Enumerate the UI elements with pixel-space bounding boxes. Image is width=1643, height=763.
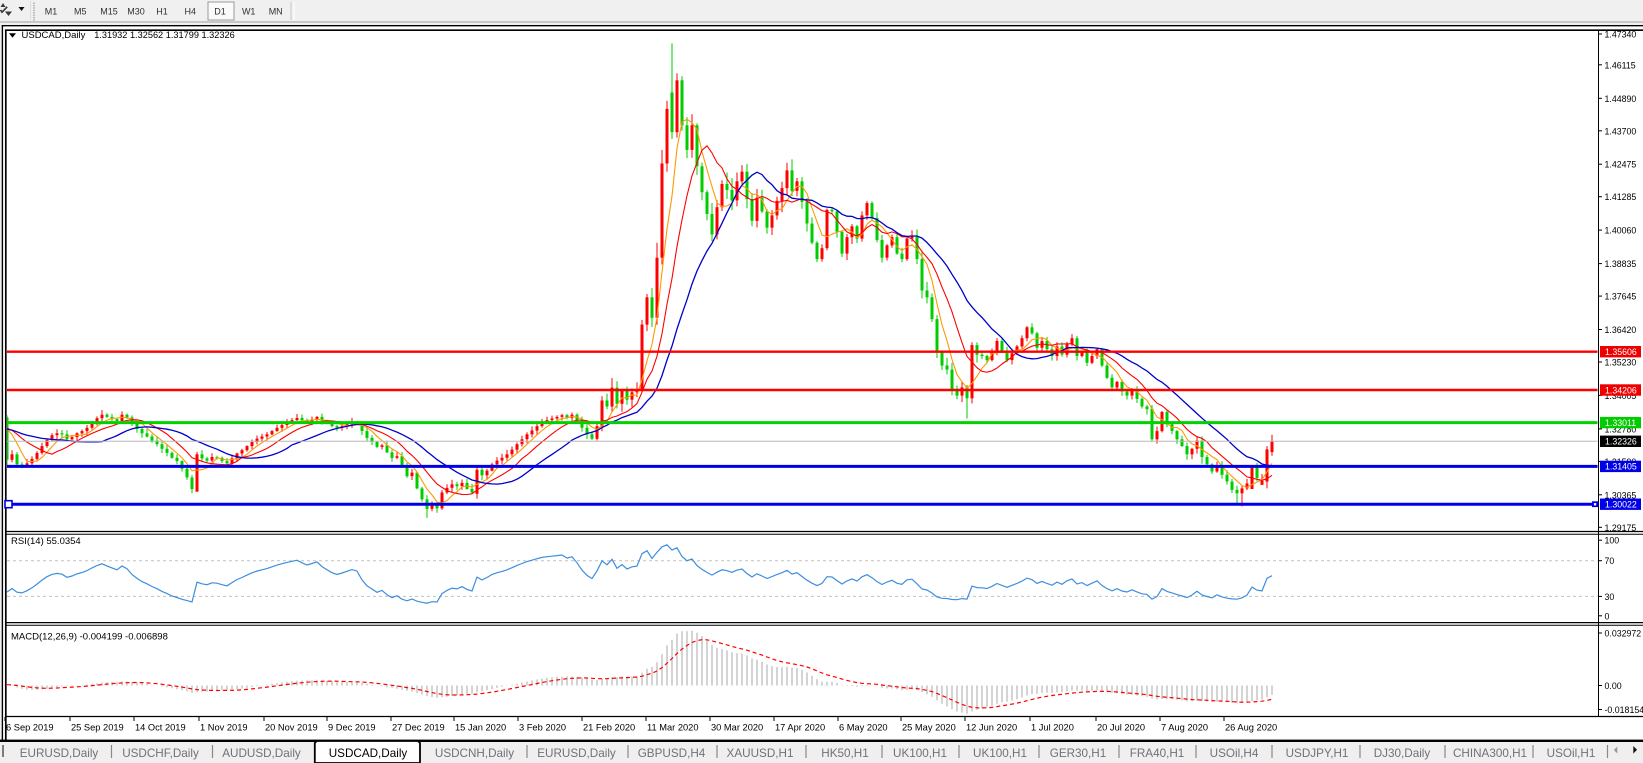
- svg-text:M30: M30: [127, 7, 145, 17]
- svg-text:25 May 2020: 25 May 2020: [902, 723, 956, 733]
- svg-text:EURUSD,Daily: EURUSD,Daily: [537, 747, 616, 760]
- svg-text:1.32326: 1.32326: [1605, 437, 1637, 447]
- svg-text:1.34005: 1.34005: [1605, 391, 1637, 401]
- svg-text:M15: M15: [100, 7, 118, 17]
- svg-text:1.36420: 1.36420: [1605, 325, 1637, 335]
- svg-text:1.46115: 1.46115: [1605, 60, 1636, 70]
- svg-text:0: 0: [1605, 611, 1610, 621]
- svg-text:1.30022: 1.30022: [1605, 500, 1637, 510]
- svg-text:1.30365: 1.30365: [1605, 490, 1637, 500]
- svg-text:30: 30: [1605, 592, 1615, 602]
- svg-text:1.44890: 1.44890: [1605, 94, 1637, 104]
- svg-text:CHINA300,H1: CHINA300,H1: [1453, 747, 1527, 760]
- svg-text:1.41285: 1.41285: [1605, 192, 1637, 202]
- svg-text:USDCAD,Daily: USDCAD,Daily: [329, 747, 408, 760]
- svg-text:7 Aug 2020: 7 Aug 2020: [1161, 723, 1208, 733]
- svg-text:1.29175: 1.29175: [1605, 523, 1637, 533]
- svg-text:9 Dec 2019: 9 Dec 2019: [328, 723, 376, 733]
- svg-text:30 Mar 2020: 30 Mar 2020: [711, 723, 763, 733]
- svg-text:11 Mar 2020: 11 Mar 2020: [647, 723, 699, 733]
- svg-text:EURUSD,Daily: EURUSD,Daily: [20, 747, 99, 760]
- svg-text:RSI(14) 55.0354: RSI(14) 55.0354: [11, 536, 81, 547]
- svg-text:UK100,H1: UK100,H1: [973, 747, 1027, 760]
- svg-text:1 Jul 2020: 1 Jul 2020: [1031, 723, 1074, 733]
- svg-text:0.032972: 0.032972: [1605, 629, 1642, 639]
- svg-text:21 Feb 2020: 21 Feb 2020: [583, 723, 635, 733]
- svg-text:27 Dec 2019: 27 Dec 2019: [392, 723, 445, 733]
- svg-text:1.43700: 1.43700: [1605, 126, 1637, 136]
- svg-text:USOil,H4: USOil,H4: [1210, 747, 1259, 760]
- svg-text:1.33011: 1.33011: [1605, 418, 1636, 428]
- svg-text:USDCAD,Daily: USDCAD,Daily: [22, 30, 86, 41]
- svg-text:1 Nov 2019: 1 Nov 2019: [200, 723, 248, 733]
- svg-text:GER30,H1: GER30,H1: [1050, 747, 1107, 760]
- svg-text:26 Aug 2020: 26 Aug 2020: [1225, 723, 1277, 733]
- svg-text:20 Jul 2020: 20 Jul 2020: [1097, 723, 1145, 733]
- svg-text:1.31932 1.32562 1.31799 1.3232: 1.31932 1.32562 1.31799 1.32326: [94, 30, 235, 40]
- svg-text:12 Jun 2020: 12 Jun 2020: [966, 723, 1017, 733]
- svg-text:FRA40,H1: FRA40,H1: [1130, 747, 1185, 760]
- svg-text:0.00: 0.00: [1605, 681, 1622, 691]
- svg-text:MN: MN: [269, 7, 283, 17]
- svg-text:6 May 2020: 6 May 2020: [839, 723, 888, 733]
- svg-text:15 Jan 2020: 15 Jan 2020: [455, 723, 506, 733]
- svg-text:UK100,H1: UK100,H1: [893, 747, 947, 760]
- svg-text:3 Feb 2020: 3 Feb 2020: [519, 723, 566, 733]
- svg-text:1.31405: 1.31405: [1605, 462, 1637, 472]
- svg-text:USDCHF,Daily: USDCHF,Daily: [122, 747, 199, 760]
- svg-text:DJ30,Daily: DJ30,Daily: [1374, 747, 1431, 760]
- svg-text:USDJPY,H1: USDJPY,H1: [1286, 747, 1349, 760]
- svg-text:1.32780: 1.32780: [1605, 424, 1637, 434]
- svg-text:M5: M5: [74, 7, 87, 17]
- svg-text:H4: H4: [185, 7, 197, 17]
- svg-text:USOil,H1: USOil,H1: [1547, 747, 1596, 760]
- svg-text:XAUUSD,H1: XAUUSD,H1: [727, 747, 794, 760]
- svg-text:1.47340: 1.47340: [1605, 30, 1637, 40]
- svg-text:14 Oct 2019: 14 Oct 2019: [135, 723, 186, 733]
- svg-text:25 Sep 2019: 25 Sep 2019: [71, 723, 124, 733]
- svg-text:-0.018154: -0.018154: [1605, 705, 1643, 715]
- svg-text:1.35230: 1.35230: [1605, 358, 1637, 368]
- svg-text:17 Apr 2020: 17 Apr 2020: [775, 723, 825, 733]
- svg-text:100: 100: [1605, 536, 1620, 546]
- svg-text:70: 70: [1605, 556, 1615, 566]
- svg-text:W1: W1: [242, 7, 256, 17]
- svg-text:D1: D1: [214, 7, 226, 17]
- svg-text:6 Sep 2019: 6 Sep 2019: [6, 723, 54, 733]
- svg-text:M1: M1: [45, 7, 58, 17]
- svg-text:20 Nov 2019: 20 Nov 2019: [265, 723, 318, 733]
- svg-text:1.42475: 1.42475: [1605, 160, 1637, 170]
- svg-text:1.40060: 1.40060: [1605, 226, 1637, 236]
- svg-text:GBPUSD,H4: GBPUSD,H4: [638, 747, 706, 760]
- svg-text:MACD(12,26,9) -0.004199 -0.006: MACD(12,26,9) -0.004199 -0.006898: [11, 632, 168, 643]
- svg-text:H1: H1: [156, 7, 168, 17]
- svg-text:1.35606: 1.35606: [1605, 347, 1637, 357]
- svg-text:USDCNH,Daily: USDCNH,Daily: [435, 747, 514, 760]
- svg-text:AUDUSD,Daily: AUDUSD,Daily: [222, 747, 301, 760]
- svg-text:1.34206: 1.34206: [1605, 385, 1637, 395]
- svg-text:HK50,H1: HK50,H1: [821, 747, 868, 760]
- svg-text:1.38835: 1.38835: [1605, 259, 1637, 269]
- svg-text:1.37645: 1.37645: [1605, 292, 1637, 302]
